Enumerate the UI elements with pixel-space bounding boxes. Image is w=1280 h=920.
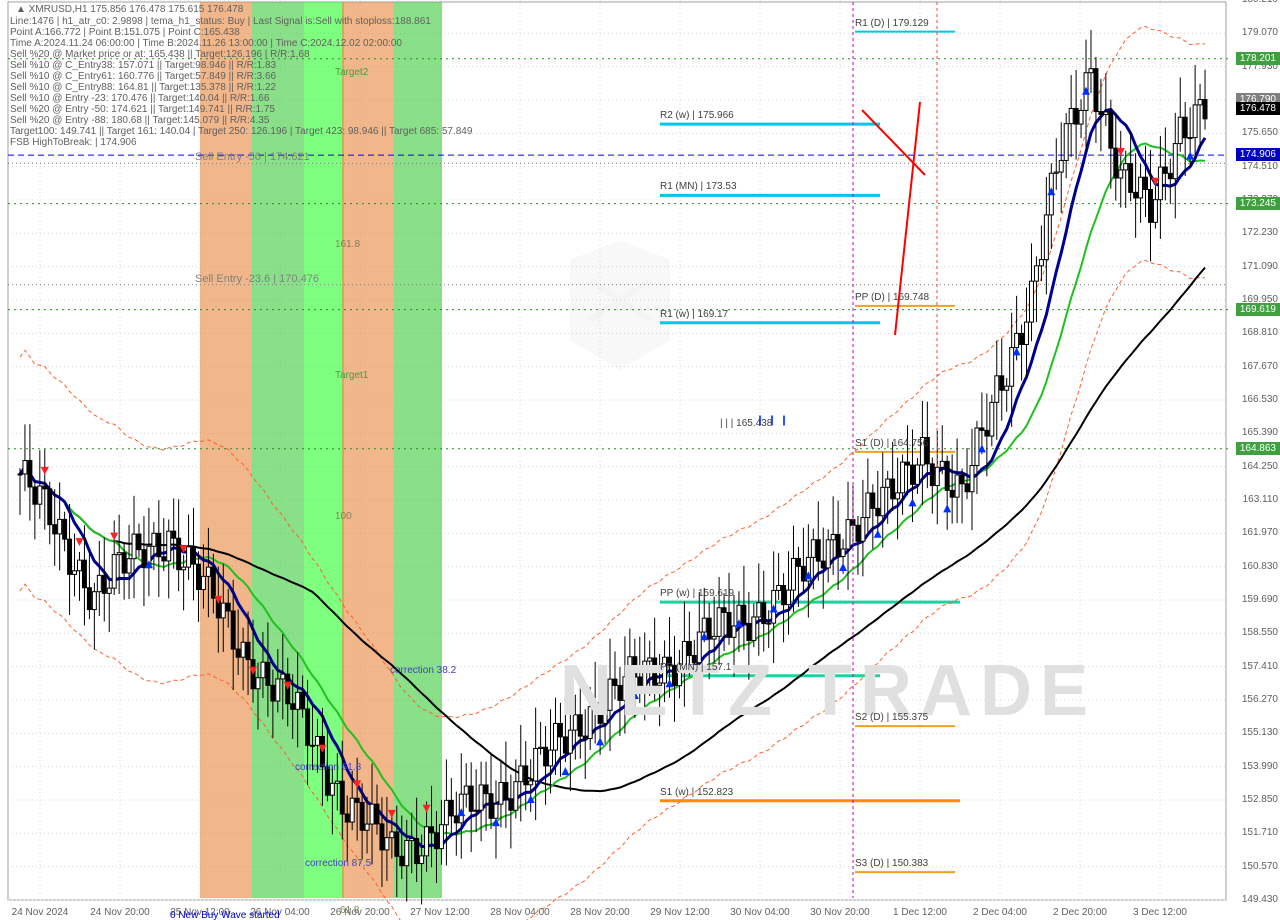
price-tag: 164.863 — [1236, 442, 1280, 455]
fib-label: 100 — [335, 511, 352, 522]
chart-svg[interactable] — [0, 0, 1280, 920]
y-tick-label: 151.710 — [1242, 827, 1278, 838]
x-tick-label: 2 Dec 20:00 — [1053, 907, 1107, 918]
x-tick-label: 30 Nov 04:00 — [730, 907, 790, 918]
chart-title: ▲ XMRUSD,H1 175.856 176.478 175.615 176.… — [16, 4, 243, 15]
info-line: Sell %10 @ Entry -23: 170.476 || Target:… — [10, 93, 269, 104]
x-tick-label: 28 Nov 20:00 — [570, 907, 630, 918]
y-tick-label: 153.990 — [1242, 761, 1278, 772]
price-tag: 169.619 — [1236, 303, 1280, 316]
y-tick-label: 166.530 — [1242, 394, 1278, 405]
x-tick-label: 28 Nov 04:00 — [490, 907, 550, 918]
pivot-label: R1 (MN) | 173.53 — [660, 181, 737, 192]
pivot-label: PP (D) | 169.748 — [855, 292, 929, 303]
info-line: Sell %20 @ Market price or at: 165.438 |… — [10, 49, 310, 60]
y-tick-label: 167.670 — [1242, 361, 1278, 372]
x-tick-label: 27 Nov 12:00 — [410, 907, 470, 918]
wave-label: 0 New Buy Wave started — [170, 910, 280, 920]
y-tick-label: 163.110 — [1243, 494, 1278, 505]
sell-entry-label: Sell Entry -23.6 | 170.476 — [195, 273, 319, 285]
info-line: Time A:2024.11.24 06:00:00 | Time B:2024… — [10, 38, 402, 49]
info-line: Sell %20 @ Entry -50: 174.621 || Target:… — [10, 104, 275, 115]
y-tick-label: 165.390 — [1242, 427, 1278, 438]
price-tag: 176.478 — [1236, 102, 1280, 115]
x-tick-label: 30 Nov 20:00 — [810, 907, 870, 918]
pivot-label: S3 (D) | 150.383 — [855, 858, 928, 869]
x-tick-label: 3 Dec 12:00 — [1133, 907, 1187, 918]
y-tick-label: 160.830 — [1242, 561, 1278, 572]
y-tick-label: 158.550 — [1242, 627, 1278, 638]
y-tick-label: 172.230 — [1242, 227, 1278, 238]
info-line: Sell %10 @ C_Entry88: 164.81 || Target:1… — [10, 82, 276, 93]
target-label: Target1 — [335, 370, 368, 381]
fib-label: 61.8 — [340, 905, 359, 916]
chart-container: NETZ TRADE ▲ XMRUSD,H1 175.856 176.478 1… — [0, 0, 1280, 920]
price-tag: 178.201 — [1236, 52, 1280, 65]
y-tick-label: 150.570 — [1242, 861, 1278, 872]
y-tick-label: 149.430 — [1242, 894, 1278, 905]
fib-label: 161.8 — [335, 239, 360, 250]
target-label: Target2 — [335, 67, 368, 78]
y-tick-label: 161.970 — [1242, 527, 1278, 538]
correction-label: correction 87.5 — [305, 858, 371, 869]
info-line: FSB HighToBreak: | 174.906 — [10, 137, 137, 148]
correction-label: correction 38.2 — [390, 665, 456, 676]
pivot-label: PP (MN) | 157.1 — [660, 662, 731, 673]
pivot-label: R1 (w) | 169.17 — [660, 309, 728, 320]
pivot-label: R2 (w) | 175.966 — [660, 110, 734, 121]
correction-label: correction 61.8 — [295, 762, 361, 773]
y-tick-label: 159.690 — [1242, 594, 1278, 605]
y-tick-label: 180.210 — [1242, 0, 1278, 5]
pivot-label: | | | 165.438 — [720, 418, 772, 429]
sell-entry-label: Sell Entry -50 | 174.621 — [195, 151, 310, 163]
info-line: Line:1476 | h1_atr_c0: 2.9898 | tema_h1_… — [10, 16, 431, 27]
info-line: Sell %20 @ Entry -88: 180.68 || Target:1… — [10, 115, 269, 126]
pivot-label: R1 (D) | 179.129 — [855, 18, 929, 29]
y-tick-label: 174.510 — [1242, 161, 1278, 172]
y-tick-label: 164.250 — [1242, 461, 1278, 472]
y-tick-label: 168.810 — [1242, 327, 1278, 338]
x-tick-label: 24 Nov 20:00 — [90, 907, 150, 918]
price-tag: 173.245 — [1236, 197, 1280, 210]
x-tick-label: 29 Nov 12:00 — [650, 907, 710, 918]
y-tick-label: 156.270 — [1242, 694, 1278, 705]
price-tag: 174.906 — [1236, 148, 1280, 161]
pivot-label: S1 (D) | 164.756 — [855, 438, 928, 449]
x-tick-label: 2 Dec 04:00 — [973, 907, 1027, 918]
y-tick-label: 175.650 — [1242, 127, 1278, 138]
info-line: Sell %10 @ C_Entry61: 160.776 || Target:… — [10, 71, 276, 82]
y-tick-label: 171.090 — [1242, 261, 1278, 272]
y-tick-label: 152.850 — [1242, 794, 1278, 805]
info-line: Sell %10 @ C_Entry38: 157.071 || Target:… — [10, 60, 276, 71]
y-tick-label: 157.410 — [1242, 661, 1278, 672]
y-tick-label: 155.130 — [1242, 727, 1278, 738]
info-line: Target100: 149.741 || Target 161: 140.04… — [10, 126, 472, 137]
info-line: Point A:166.772 | Point B:151.075 | Poin… — [10, 27, 240, 38]
x-tick-label: 1 Dec 12:00 — [893, 907, 947, 918]
y-tick-label: 179.070 — [1242, 27, 1278, 38]
pivot-label: PP (w) | 159.619 — [660, 588, 734, 599]
pivot-label: S1 (w) | 152.823 — [660, 787, 733, 798]
x-tick-label: 24 Nov 2024 — [12, 907, 69, 918]
pivot-label: S2 (D) | 155.375 — [855, 712, 928, 723]
